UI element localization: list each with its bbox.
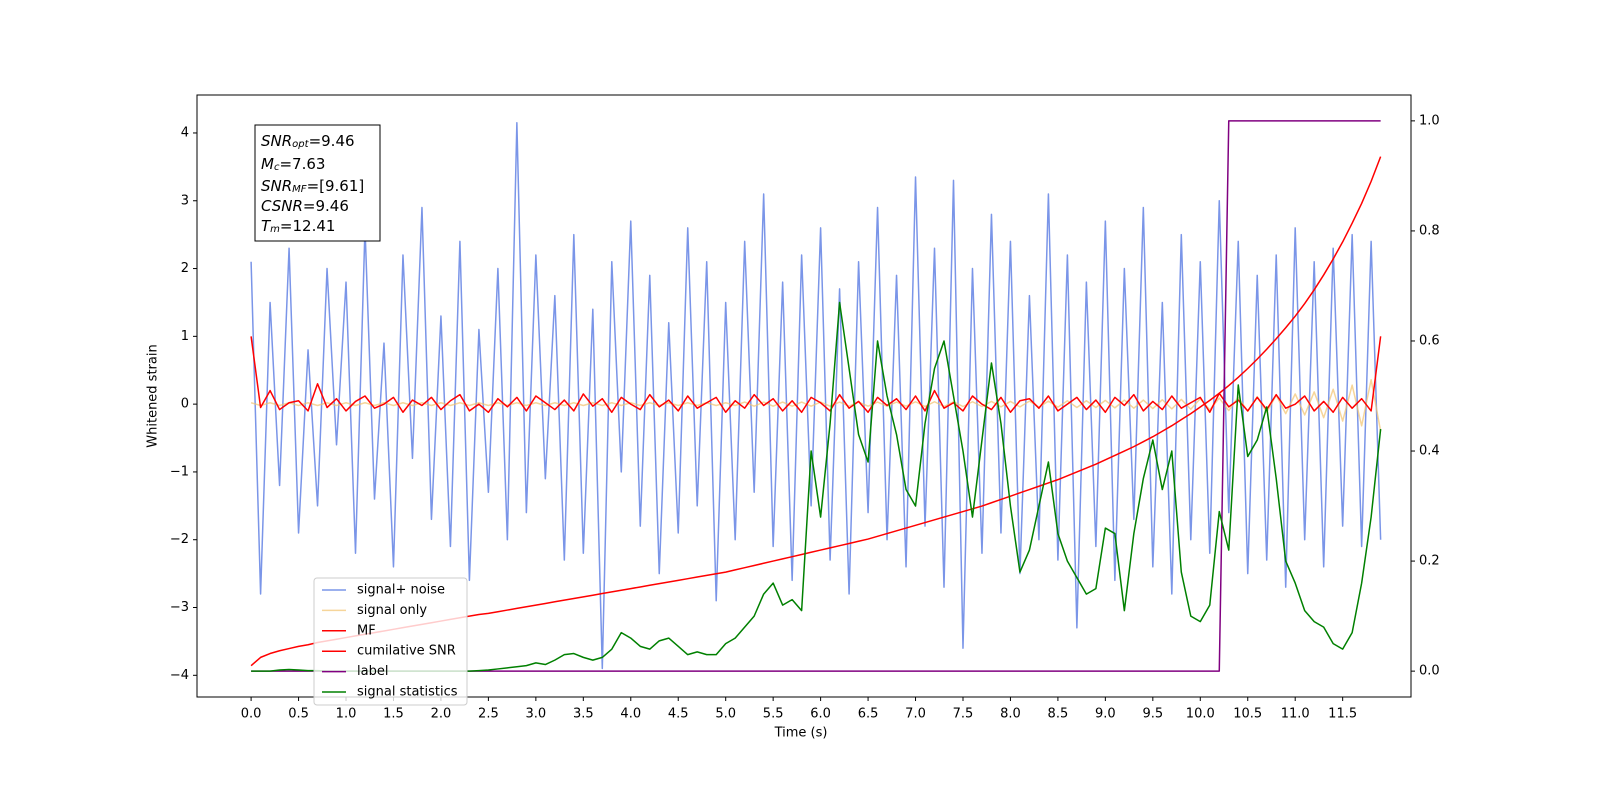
annotation-text: =9.46 [309, 132, 355, 150]
annotation-sub: opt [292, 139, 309, 150]
x-tick-label: 7.5 [953, 707, 974, 722]
annotation: Tm=12.41 [261, 217, 335, 236]
legend-label: cumilative SNR [357, 644, 456, 659]
y-tick-label: −2 [170, 532, 189, 547]
x-tick-label: 5.5 [763, 707, 784, 722]
x-tick-label: 3.0 [526, 707, 547, 722]
annotation-text: =9.46 [303, 197, 349, 215]
legend-label: MF [357, 623, 376, 638]
annotation-sub: c [274, 162, 280, 173]
x-axis-label: Time (s) [774, 726, 828, 741]
series-line [250, 122, 1382, 670]
x-tick-label: 4.0 [620, 707, 641, 722]
y-tick-label: −4 [170, 668, 189, 683]
annotation-text: =7.63 [279, 155, 325, 173]
y2-tick-label: 0.2 [1419, 554, 1440, 569]
x-tick-label: 11.5 [1328, 707, 1357, 722]
x-tick-label: 4.5 [668, 707, 689, 722]
y2-tick-label: 0.4 [1419, 444, 1440, 459]
x-tick-label: 11.0 [1281, 707, 1310, 722]
y-tick-label: −3 [170, 600, 189, 615]
legend-label: signal only [357, 603, 427, 618]
annotation-base: SNR [261, 177, 292, 195]
x-tick-label: 8.5 [1048, 707, 1069, 722]
y2-tick-label: 0.8 [1419, 223, 1440, 238]
x-tick-label: 2.0 [431, 707, 452, 722]
legend-label: signal statistics [357, 685, 458, 700]
annotation-text: =12.41 [280, 217, 336, 235]
legend-label: signal+ noise [357, 583, 445, 598]
y-tick-label: 2 [181, 261, 189, 276]
annotation: Mc=7.63 [261, 155, 325, 174]
x-tick-label: 0.5 [288, 707, 309, 722]
x-tick-label: 6.5 [858, 707, 879, 722]
annotation-box [254, 124, 381, 242]
y-tick-label: 0 [181, 397, 189, 412]
legend-label: label [357, 664, 388, 679]
x-tick-label: 8.0 [1000, 707, 1021, 722]
legend-box [313, 577, 468, 706]
annotation: SNRopt=9.46 [261, 132, 355, 151]
x-tick-label: 3.5 [573, 707, 594, 722]
y-tick-label: 4 [181, 125, 189, 140]
y-tick-label: 1 [181, 329, 189, 344]
y-tick-label: 3 [181, 193, 189, 208]
x-tick-label: 0.0 [241, 707, 262, 722]
annotation-base: M [261, 155, 274, 173]
x-tick-label: 10.5 [1233, 707, 1262, 722]
x-tick-label: 2.5 [478, 707, 499, 722]
annotation: CSNR=9.46 [261, 197, 349, 215]
y2-tick-label: 1.0 [1419, 113, 1440, 128]
y-tick-label: −1 [170, 464, 189, 479]
annotation: SNRMF=[9.61] [261, 177, 364, 196]
annotation-base: SNR [261, 132, 292, 150]
annotation-sub: MF [292, 184, 307, 195]
x-tick-label: 10.0 [1186, 707, 1215, 722]
y2-tick-label: 0.0 [1419, 664, 1440, 679]
series-line [250, 336, 1382, 414]
x-tick-label: 1.0 [336, 707, 357, 722]
x-tick-label: 6.0 [810, 707, 831, 722]
y-axis-label: Whitened strain [146, 344, 161, 447]
x-tick-label: 1.5 [383, 707, 404, 722]
annotation-sub: m [270, 224, 280, 235]
y2-tick-label: 0.6 [1419, 333, 1440, 348]
x-tick-label: 9.5 [1142, 707, 1163, 722]
x-tick-label: 7.0 [905, 707, 926, 722]
annotation-base: T [261, 217, 272, 235]
series-line [250, 378, 1382, 432]
annotation-base: CSNR [261, 197, 303, 215]
annotation-text: =[9.61] [307, 177, 365, 195]
x-tick-label: 9.0 [1095, 707, 1116, 722]
x-tick-label: 5.0 [715, 707, 736, 722]
axes-frame [196, 94, 1412, 698]
